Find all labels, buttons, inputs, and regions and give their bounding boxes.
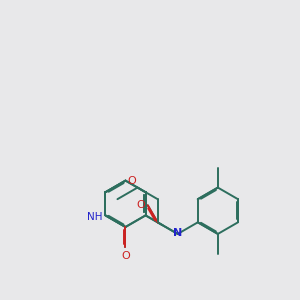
Text: O: O bbox=[122, 250, 130, 261]
Text: N: N bbox=[173, 228, 182, 238]
Text: NH: NH bbox=[87, 212, 102, 222]
Text: O: O bbox=[127, 176, 136, 186]
Text: O: O bbox=[136, 200, 146, 210]
